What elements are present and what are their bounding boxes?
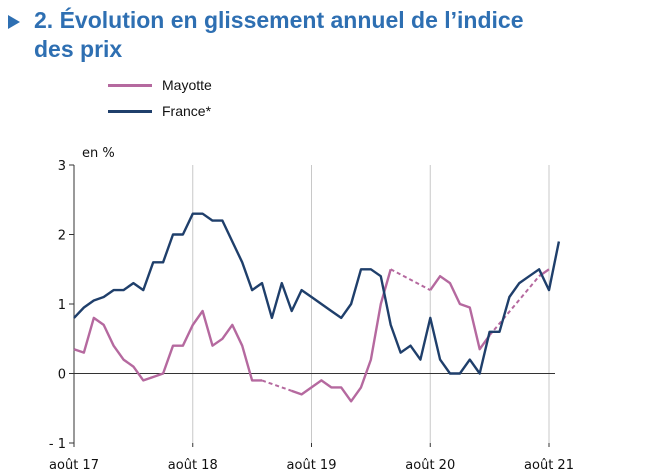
series-mayotte-dashed-0 (142, 372, 164, 382)
title-arrow-icon (8, 15, 20, 29)
series-mayotte-line (429, 275, 491, 351)
legend-label-mayotte: Mayotte (162, 77, 212, 93)
title-line-2: des prix (34, 36, 123, 62)
y-tick-label-2: 1 (58, 298, 66, 313)
y-tick-label-4: - 1 (49, 437, 66, 452)
y-tick-label-1: 2 (58, 229, 66, 244)
x-tick-label-4: août 21 (524, 458, 574, 470)
legend-swatch-mayotte (108, 84, 152, 87)
x-tick-label-2: août 19 (287, 458, 337, 470)
chart-title: 2. Évolution en glissement annuel de l’i… (8, 6, 638, 64)
y-axis-unit: en % (82, 146, 115, 161)
series-mayotte-dashed-3 (488, 275, 540, 336)
legend-label-france: France* (162, 103, 212, 119)
series-mayotte-line (291, 268, 392, 403)
x-tick-label-1: août 18 (168, 458, 218, 470)
chart-tick-labels: 3 2 1 0 - 1 en % août 17 août 18 août 19 août 20 a… (49, 146, 574, 470)
legend-item-france: France* (108, 100, 308, 126)
series-mayotte-dashed-1 (261, 379, 293, 392)
x-tick-label-0: août 17 (49, 458, 99, 470)
series-france-line (73, 212, 561, 375)
series-mayotte-dashed-2 (390, 268, 431, 291)
chart-grid (192, 165, 550, 443)
legend-swatch-france (108, 110, 152, 113)
y-tick-label-3: 0 (58, 368, 66, 383)
series-mayotte-line (73, 309, 262, 382)
x-tick-label-3: août 20 (405, 458, 455, 470)
chart-axes (69, 164, 555, 447)
y-tick-label-0: 3 (58, 159, 66, 174)
chart-series (73, 212, 561, 403)
title-line-1: 2. Évolution en glissement annuel de l’i… (34, 7, 524, 33)
legend-item-mayotte: Mayotte (108, 74, 308, 100)
legend: Mayotte France* (108, 74, 308, 126)
